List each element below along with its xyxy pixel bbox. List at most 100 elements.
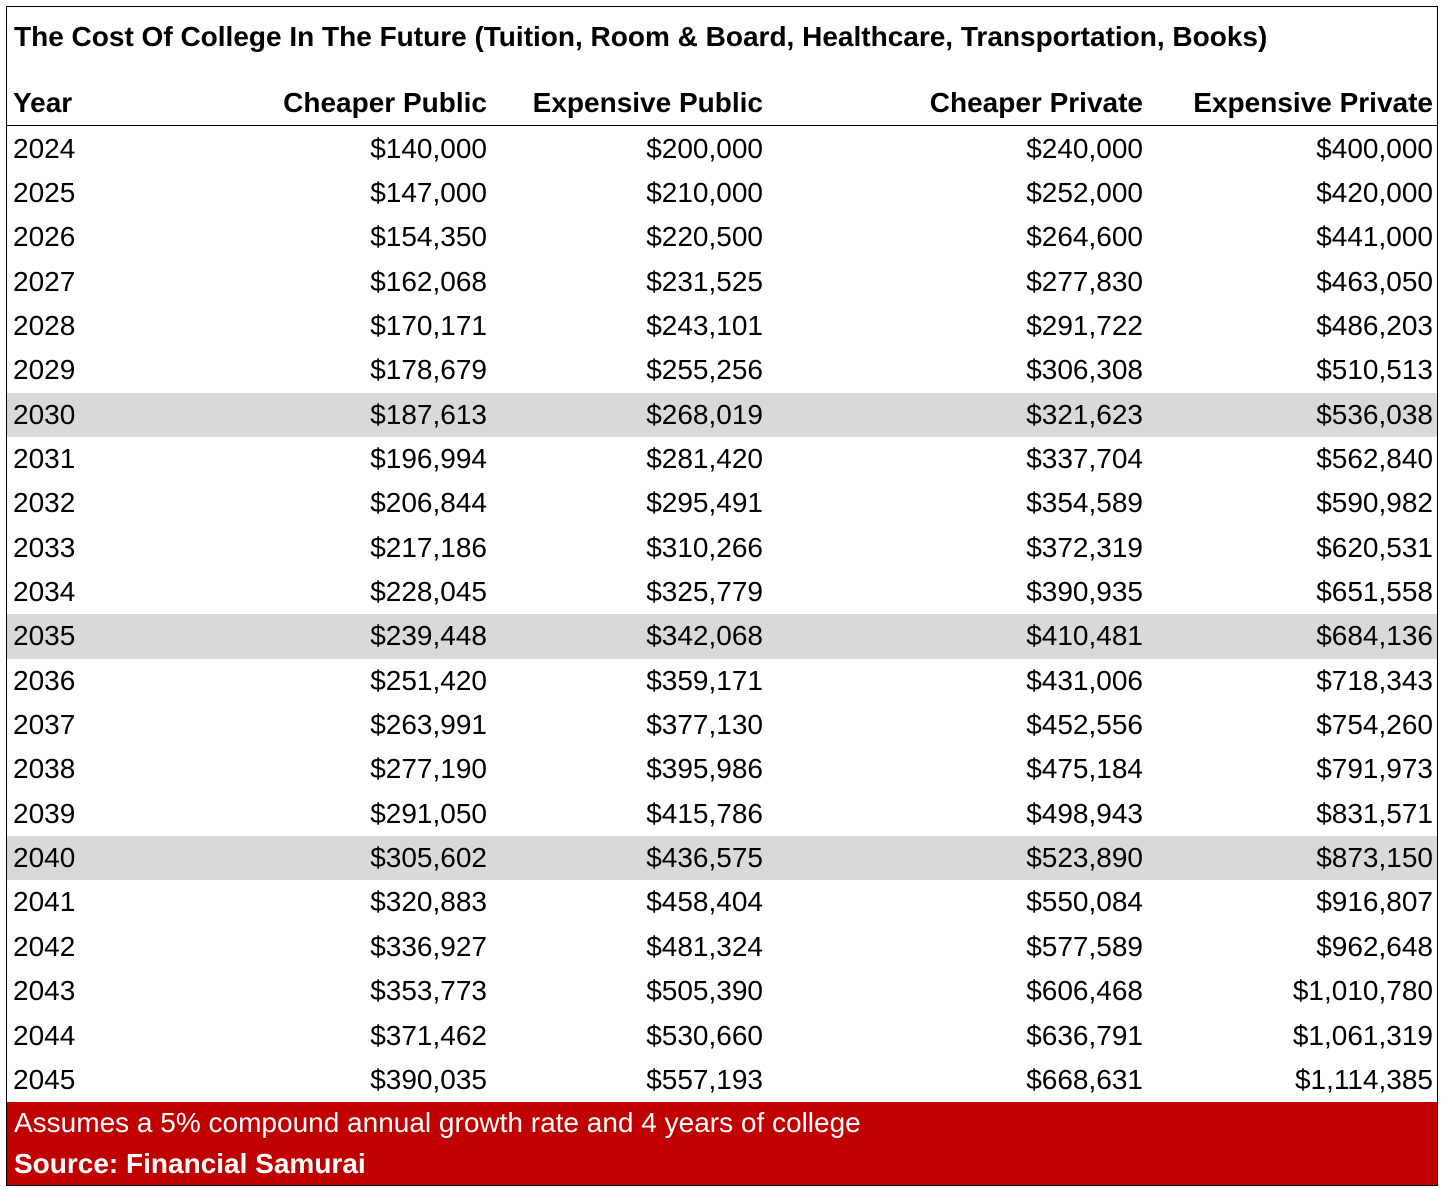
cost-cell: $252,000: [1026, 176, 1143, 208]
cost-cell: $620,531: [1316, 531, 1433, 563]
year-cell: 2044: [13, 1019, 76, 1051]
cost-cell: $281,420: [646, 442, 763, 474]
cost-cell: $510,513: [1316, 354, 1433, 386]
year-cell: 2036: [13, 664, 76, 696]
cost-cell: $154,350: [370, 221, 487, 253]
year-cell: 2026: [13, 221, 76, 253]
cost-cell: $239,448: [370, 620, 487, 652]
year-cell: 2033: [13, 531, 76, 563]
cost-cell: $210,000: [646, 176, 763, 208]
cost-cell: $162,068: [370, 265, 487, 297]
cost-cell: $505,390: [646, 975, 763, 1007]
cost-cell: $336,927: [370, 930, 487, 962]
cost-cell: $217,186: [370, 531, 487, 563]
cost-cell: $590,982: [1316, 487, 1433, 519]
cost-cell: $320,883: [370, 886, 487, 918]
cost-cell: $550,084: [1026, 886, 1143, 918]
cost-cell: $577,589: [1026, 930, 1143, 962]
cost-cell: $342,068: [646, 620, 763, 652]
cost-cell: $359,171: [646, 664, 763, 696]
cost-cell: $372,319: [1026, 531, 1143, 563]
year-cell: 2024: [13, 132, 76, 164]
cost-cell: $255,256: [646, 354, 763, 386]
year-cell: 2039: [13, 797, 76, 829]
cost-cell: $636,791: [1026, 1019, 1143, 1051]
year-cell: 2027: [13, 265, 76, 297]
table-row: [7, 836, 1437, 881]
cost-cell: $498,943: [1026, 797, 1143, 829]
header-rule: [7, 125, 1437, 126]
year-cell: 2028: [13, 309, 76, 341]
cost-cell: $187,613: [370, 398, 487, 430]
cost-cell: $754,260: [1316, 709, 1433, 741]
cost-cell: $268,019: [646, 398, 763, 430]
year-cell: 2037: [13, 709, 76, 741]
cost-cell: $206,844: [370, 487, 487, 519]
cost-cell: $400,000: [1316, 132, 1433, 164]
cost-cell: $243,101: [646, 309, 763, 341]
cost-cell: $354,589: [1026, 487, 1143, 519]
year-cell: 2030: [13, 398, 76, 430]
cost-cell: $147,000: [370, 176, 487, 208]
cost-cell: $200,000: [646, 132, 763, 164]
column-header: Cheaper Private: [929, 87, 1143, 118]
cost-cell: $390,035: [370, 1063, 487, 1095]
cost-cell: $1,061,319: [1292, 1019, 1433, 1051]
cost-cell: $668,631: [1026, 1063, 1143, 1095]
cost-cell: $231,525: [646, 265, 763, 297]
cost-cell: $220,500: [646, 221, 763, 253]
cost-cell: $463,050: [1316, 265, 1433, 297]
year-cell: 2035: [13, 620, 76, 652]
cost-cell: $530,660: [646, 1019, 763, 1051]
year-cell: 2031: [13, 442, 76, 474]
cost-cell: $291,722: [1026, 309, 1143, 341]
cost-cell: $170,171: [370, 309, 487, 341]
cost-cell: $651,558: [1316, 576, 1433, 607]
cost-cell: $377,130: [646, 709, 763, 741]
table-row: [7, 392, 1437, 437]
year-cell: 2045: [13, 1063, 76, 1095]
cost-cell: $523,890: [1026, 842, 1143, 874]
table-title: The Cost Of College In The Future (Tuiti…: [14, 21, 1268, 52]
cost-cell: $557,193: [646, 1063, 763, 1095]
year-cell: 2034: [13, 576, 76, 607]
year-cell: 2025: [13, 176, 76, 208]
cost-cell: $305,602: [370, 842, 487, 874]
cost-cell: $251,420: [370, 664, 487, 696]
table-row: [7, 614, 1437, 659]
cost-cell: $310,266: [646, 531, 763, 563]
cost-cell: $295,491: [646, 487, 763, 519]
year-cell: 2040: [13, 842, 76, 874]
cost-cell: $458,404: [646, 886, 763, 918]
cost-cell: $140,000: [370, 132, 487, 164]
cost-cell: $831,571: [1316, 797, 1433, 829]
cost-cell: $277,190: [370, 753, 487, 785]
cost-cell: $371,462: [370, 1019, 487, 1051]
cost-cell: $395,986: [646, 753, 763, 785]
cost-cell: $431,006: [1026, 664, 1143, 696]
year-cell: 2041: [13, 886, 76, 918]
cost-cell: $916,807: [1316, 886, 1433, 918]
cost-cell: $291,050: [370, 797, 487, 829]
cost-cell: $718,343: [1316, 664, 1433, 696]
cost-cell: $873,150: [1316, 842, 1433, 874]
column-header: Year: [13, 87, 73, 118]
cost-cell: $684,136: [1316, 620, 1433, 652]
cost-cell: $415,786: [646, 797, 763, 829]
year-cell: 2043: [13, 975, 76, 1007]
cost-cell: $306,308: [1026, 354, 1143, 386]
cost-cell: $962,648: [1316, 930, 1433, 962]
cost-cell: $263,991: [370, 709, 487, 741]
cost-cell: $606,468: [1026, 975, 1143, 1007]
cost-cell: $1,010,780: [1292, 975, 1433, 1007]
cost-cell: $436,575: [646, 842, 763, 874]
cost-cell: $410,481: [1026, 620, 1143, 652]
cost-cell: $325,779: [646, 576, 763, 607]
footer: Assumes a 5% compound annual growth rate…: [7, 1102, 1437, 1185]
footer-source: Source: Financial Samurai: [14, 1148, 366, 1179]
year-cell: 2042: [13, 930, 76, 962]
cost-cell: $196,994: [370, 442, 487, 474]
year-cell: 2032: [13, 487, 76, 519]
table-frame: The Cost Of College In The Future (Tuiti…: [6, 6, 1438, 1186]
